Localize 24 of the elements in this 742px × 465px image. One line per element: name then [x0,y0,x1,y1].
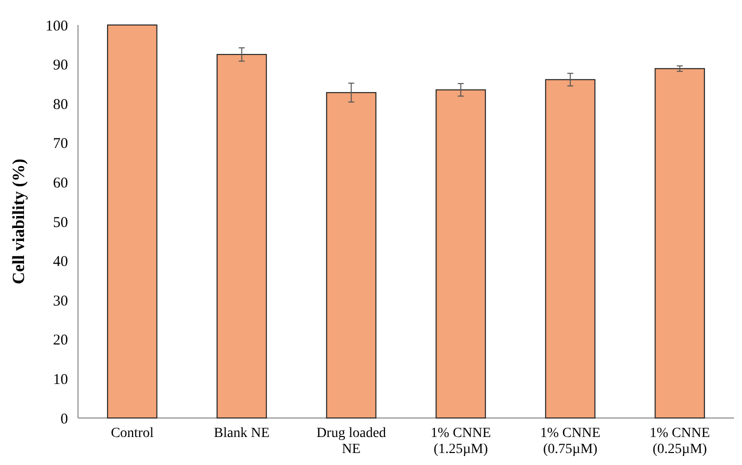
y-tick-label: 40 [53,254,68,270]
x-tick-label: 1% CNNE (0.25µM) [650,426,710,457]
y-tick-label: 50 [53,214,68,231]
x-tick-label: 1% CNNE (1.25µM) [430,426,491,457]
y-tick-label: 100 [46,18,68,34]
bar [216,54,267,418]
x-tick-label: 1% CNNE (0.75µM) [540,426,600,457]
bar [326,92,376,418]
y-tick-label: 0 [60,411,68,428]
bar [436,89,486,418]
y-tick-label: 80 [53,96,68,113]
y-tick-label: 10 [53,372,68,388]
y-tick-label: 20 [53,332,68,349]
bar [545,79,596,418]
x-tick-label: Blank NE [214,426,270,441]
y-axis-title: Cell viability (%) [9,158,28,284]
y-tick-label: 70 [53,136,68,152]
y-tick-label: 30 [53,293,68,310]
y-tick-label: 90 [53,58,68,74]
x-tick-label: Drug loaded NE [316,426,386,457]
x-tick-label: Control [110,426,154,441]
bar [654,68,705,418]
y-tick-label: 60 [53,175,68,192]
bar [107,24,158,418]
